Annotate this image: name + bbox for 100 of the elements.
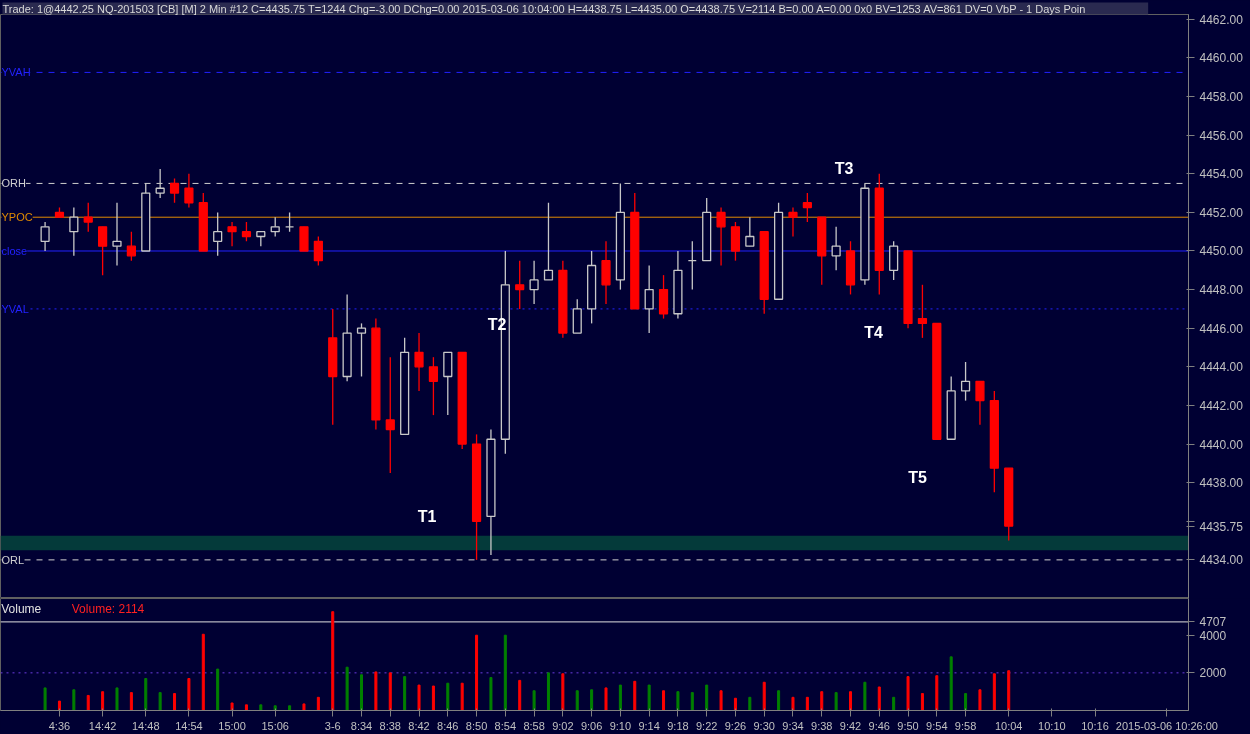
y-tick-label: 4446.00: [1199, 321, 1244, 336]
y-tick-label: 4450.00: [1199, 244, 1244, 259]
x-tick-label: 9:54: [926, 719, 948, 732]
y-tick-label: 4458.00: [1199, 90, 1244, 105]
bar: [360, 674, 364, 711]
ref-line-label: ORL: [1, 553, 25, 566]
bar: [446, 682, 450, 711]
y-tick-label: 4462.00: [1199, 12, 1244, 27]
y-tick-label: 4434.00: [1199, 553, 1244, 568]
x-tick-label: 8:38: [379, 719, 401, 732]
x-tick-label: 9:26: [724, 719, 747, 732]
bar: [288, 705, 292, 711]
bar: [345, 666, 349, 711]
bar: [618, 684, 622, 711]
x-tick-label: 9:42: [839, 719, 862, 732]
candlestick: [975, 380, 985, 426]
candlestick: [788, 206, 798, 238]
candlestick: [270, 216, 280, 238]
x-tick-label: 10:16: [1081, 719, 1109, 732]
annotation: Volume: 2114: [71, 601, 145, 616]
candlestick: [644, 264, 654, 334]
x-tick-label: 8:34: [350, 719, 373, 732]
y-tick-label: 4442.00: [1199, 398, 1244, 413]
candlestick: [313, 235, 323, 267]
candlestick: [98, 226, 108, 276]
bar: [144, 678, 148, 711]
bar: [216, 668, 220, 711]
candlestick: [241, 221, 252, 242]
x-tick-label: 9:02: [552, 719, 574, 732]
bar: [791, 696, 795, 711]
bar: [503, 634, 507, 711]
y-tick-label: 2000: [1199, 666, 1227, 681]
candlestick: [745, 216, 755, 247]
x-tick-label: 10:10: [1038, 719, 1066, 732]
ref-line-label: close: [1, 245, 28, 257]
bar: [978, 689, 982, 711]
bar: [273, 705, 277, 711]
x-tick-label: 9:10: [609, 719, 632, 732]
bar: [86, 694, 90, 711]
y-tick-label: 4460.00: [1199, 51, 1244, 66]
bar: [101, 691, 105, 711]
x-tick-label: 4:36: [48, 719, 71, 732]
bar: [633, 680, 637, 711]
bar: [129, 692, 133, 711]
x-tick-label: 8:50: [465, 719, 488, 732]
bar: [230, 702, 234, 711]
candlestick: [184, 173, 194, 209]
bar: [1007, 670, 1011, 711]
bar: [920, 693, 924, 711]
bar: [590, 689, 594, 711]
candlestick: [385, 356, 395, 474]
bar: [201, 633, 205, 711]
annotation: T4: [864, 324, 884, 342]
y-tick-label: 4444.00: [1199, 360, 1244, 375]
x-tick-label: 9:50: [897, 719, 919, 732]
x-tick-label: 15:06: [261, 719, 289, 732]
bar: [57, 700, 61, 711]
x-tick-label: 9:46: [868, 719, 890, 732]
y-tick-label: 4000: [1199, 628, 1227, 643]
candlestick: [169, 177, 180, 204]
bar: [820, 691, 824, 711]
bar: [834, 692, 838, 711]
x-tick-label: 14:48: [132, 719, 160, 732]
candlestick: [69, 206, 79, 257]
bar: [863, 681, 867, 711]
bar: [115, 687, 119, 711]
bar: [849, 691, 853, 711]
y-tick-label: 4438.00: [1199, 476, 1244, 491]
bar: [647, 684, 651, 711]
bar: [949, 656, 953, 711]
bar: [374, 671, 378, 711]
annotation: T3: [834, 160, 854, 178]
bar: [805, 696, 809, 711]
bar: [72, 689, 76, 711]
bar: [877, 686, 881, 711]
candlestick: [356, 322, 367, 378]
bar: [431, 685, 435, 711]
bar: [158, 692, 162, 711]
x-tick-label: 9:30: [753, 719, 775, 732]
bar: [662, 690, 666, 711]
bar: [316, 696, 320, 711]
bar: [964, 693, 968, 711]
candlestick: [917, 284, 928, 339]
bar: [575, 690, 579, 711]
bar: [403, 676, 407, 711]
bar: [892, 696, 896, 711]
candlestick: [529, 260, 539, 305]
bar: [733, 697, 737, 711]
chart-title: Volume: [1, 601, 42, 616]
bar: [43, 687, 47, 711]
bar: [302, 703, 306, 711]
bar: [532, 690, 536, 711]
x-tick-label: 9:06: [580, 719, 603, 732]
y-tick-label: 4448.00: [1199, 283, 1244, 298]
y-tick-label: 4707: [1199, 615, 1227, 630]
bar: [546, 672, 550, 711]
candlestick: [213, 211, 223, 257]
bar: [489, 677, 493, 711]
bar: [676, 691, 680, 711]
x-tick-label: 14:42: [88, 719, 117, 732]
